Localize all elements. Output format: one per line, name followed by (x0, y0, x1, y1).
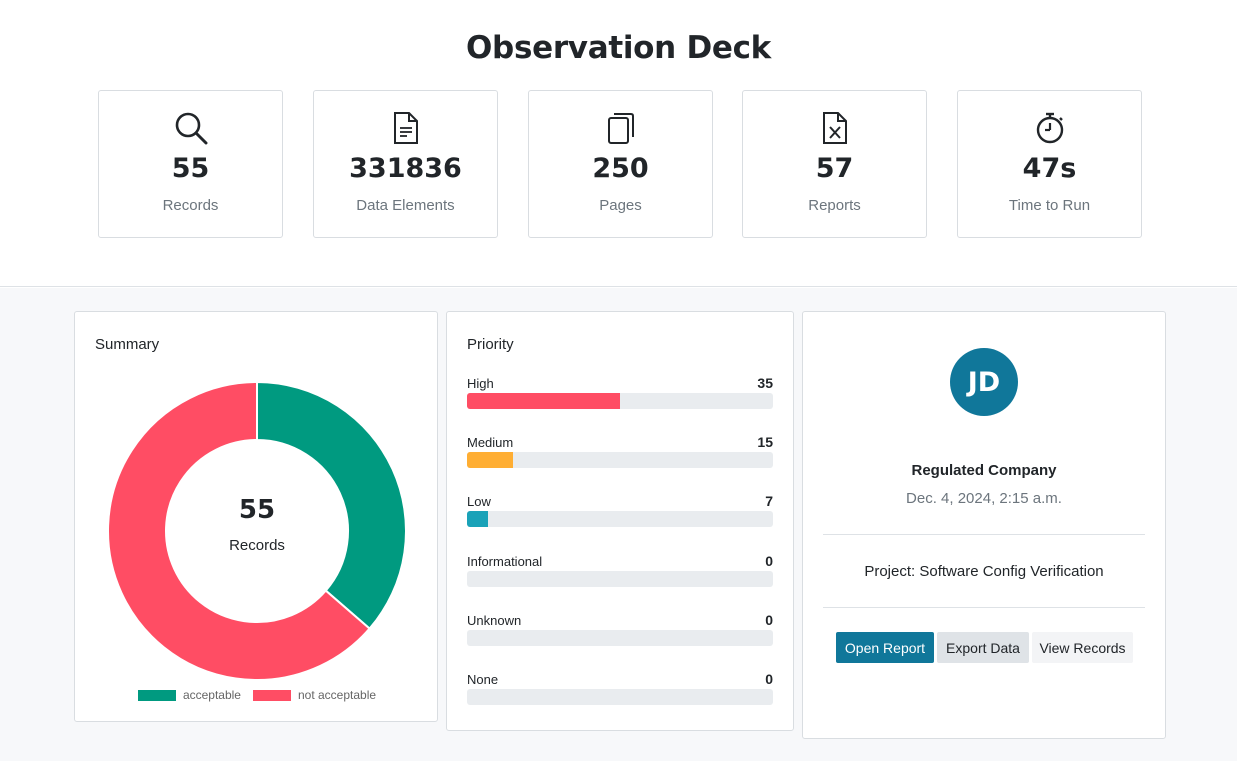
priority-count: 0 (765, 671, 773, 687)
priority-bar-track (467, 571, 773, 587)
donut-center-label: Records (229, 537, 285, 554)
priority-label: High (467, 376, 494, 391)
stat-label: Reports (808, 197, 861, 214)
priority-bar-track (467, 689, 773, 705)
pages-icon (529, 111, 712, 145)
summary-panel: Summary 55 Records acceptable not accept… (74, 311, 438, 722)
priority-row-informational: Informational 0 (467, 553, 773, 594)
report-file-icon (743, 111, 926, 145)
stat-card-data-elements: 331836 Data Elements (313, 90, 498, 238)
summary-title: Summary (95, 336, 160, 353)
donut-slice-not-acceptable[interactable] (107, 380, 372, 681)
priority-bar-track (467, 452, 773, 468)
priority-count: 15 (757, 434, 773, 450)
donut-center-value: 55 (238, 495, 276, 525)
donut-chart: 55 Records (107, 380, 407, 681)
project-name: Project: Software Config Verification (864, 563, 1104, 580)
legend-swatch (137, 689, 176, 701)
priority-count: 35 (757, 375, 773, 391)
stat-value: 57 (815, 153, 854, 184)
search-icon (99, 111, 282, 145)
stat-card-time-to-run: 47s Time to Run (957, 90, 1142, 238)
priority-label: Low (467, 494, 491, 509)
stopwatch-icon (958, 111, 1141, 145)
priority-bar-fill (467, 452, 513, 468)
priority-bar-track (467, 511, 773, 527)
priority-panel: Priority High 35 Medium 15 Low 7 Informa… (446, 311, 794, 731)
stat-value: 55 (171, 153, 210, 184)
company-name: Regulated Company (911, 462, 1057, 479)
priority-row-high: High 35 (467, 375, 773, 416)
open-report-button[interactable]: Open Report (836, 632, 934, 663)
stat-card-reports: 57 Reports (742, 90, 927, 238)
export-data-button[interactable]: Export Data (937, 632, 1029, 663)
page-title: Observation Deck (466, 30, 771, 66)
priority-row-unknown: Unknown 0 (467, 612, 773, 653)
legend-label: not acceptable (297, 688, 377, 702)
priority-label: None (467, 672, 499, 687)
avatar: JD (950, 348, 1018, 416)
stat-value: 47s (1022, 153, 1077, 184)
stat-label: Time to Run (1008, 197, 1091, 214)
donut-slice-acceptable[interactable] (256, 380, 407, 630)
stat-value: 250 (592, 153, 649, 184)
priority-bar-track (467, 630, 773, 646)
priority-row-none: None 0 (467, 671, 773, 712)
priority-count: 7 (765, 493, 773, 509)
priority-bar-track (467, 393, 773, 409)
priority-bar-fill (467, 393, 620, 409)
stat-value: 331836 (349, 153, 462, 184)
priority-row-low: Low 7 (467, 493, 773, 534)
priority-count: 0 (765, 553, 773, 569)
stat-card-pages: 250 Pages (528, 90, 713, 238)
stat-card-records: 55 Records (98, 90, 283, 238)
priority-row-medium: Medium 15 (467, 434, 773, 475)
priority-label: Medium (467, 435, 514, 450)
priority-count: 0 (765, 612, 773, 628)
divider (823, 534, 1145, 535)
priority-title: Priority (467, 336, 514, 353)
view-records-button[interactable]: View Records (1032, 632, 1133, 663)
legend-label: acceptable (182, 688, 241, 702)
document-icon (314, 111, 497, 145)
chart-legend: acceptable not acceptable (75, 688, 439, 702)
stat-label: Pages (599, 197, 642, 214)
timestamp: Dec. 4, 2024, 2:15 a.m. (906, 490, 1062, 507)
stat-label: Records (162, 197, 219, 214)
stat-label: Data Elements (356, 197, 455, 214)
divider (823, 607, 1145, 608)
stats-header: Observation Deck 55 Records 331836 Data … (0, 0, 1237, 287)
priority-label: Informational (467, 554, 543, 569)
priority-bar-fill (467, 511, 489, 527)
priority-label: Unknown (467, 613, 522, 628)
profile-panel: JD Regulated Company Dec. 4, 2024, 2:15 … (802, 311, 1166, 739)
legend-item-acceptable[interactable]: acceptable (137, 688, 241, 702)
content-area: Summary 55 Records acceptable not accept… (0, 288, 1237, 761)
legend-swatch (252, 689, 291, 701)
legend-item-not-acceptable[interactable]: not acceptable (252, 688, 377, 702)
